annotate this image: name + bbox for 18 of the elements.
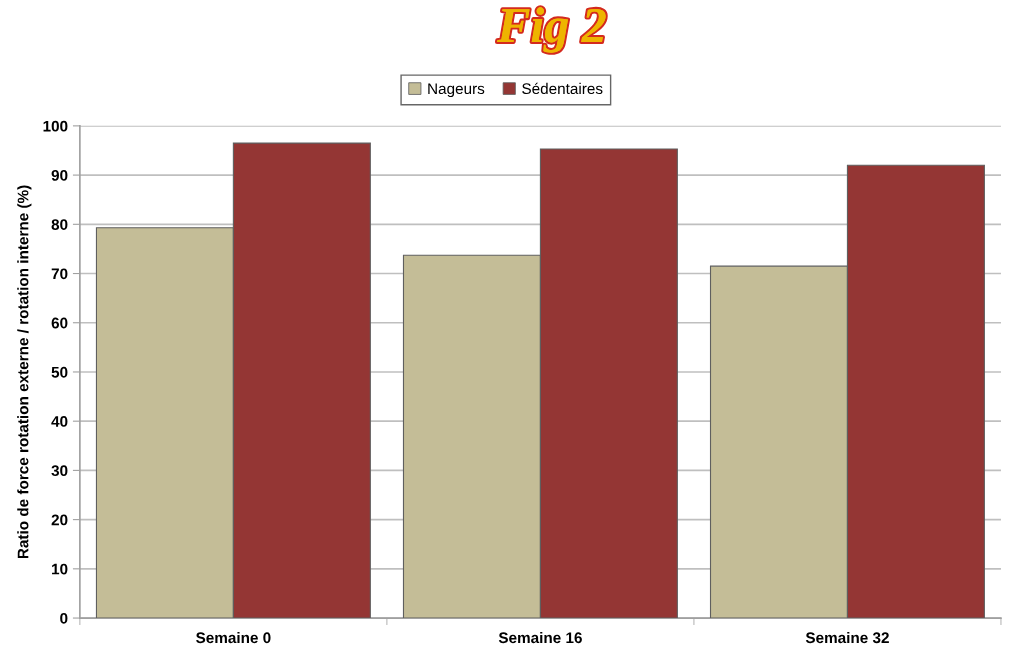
y-tick-label: 10 [52,563,68,575]
y-axis-title: Ratio de force rotation externe / rotation interne (%) [17,185,32,559]
y-tick-label: 80 [51,219,68,230]
y-tick-label: 100 [43,120,68,132]
x-tick-label: Semaine 0 [196,631,271,644]
legend-label: Nageurs [428,83,485,98]
y-tick-label: 0 [60,612,68,624]
y-tick-label: 40 [51,416,68,427]
y-tick-label: 50 [51,366,68,378]
x-tick-label: Semaine 16 [498,631,582,644]
y-tick-label: 30 [51,465,68,477]
y-tick-label: 60 [51,317,68,329]
y-tick-label: 90 [51,169,68,181]
y-tick-label: 20 [51,514,68,526]
chart-title: Fig 2 [497,7,606,53]
legend-label: Sédentaires [522,82,603,95]
x-tick-label: Semaine 32 [805,631,889,644]
y-tick-label: 70 [51,268,68,280]
